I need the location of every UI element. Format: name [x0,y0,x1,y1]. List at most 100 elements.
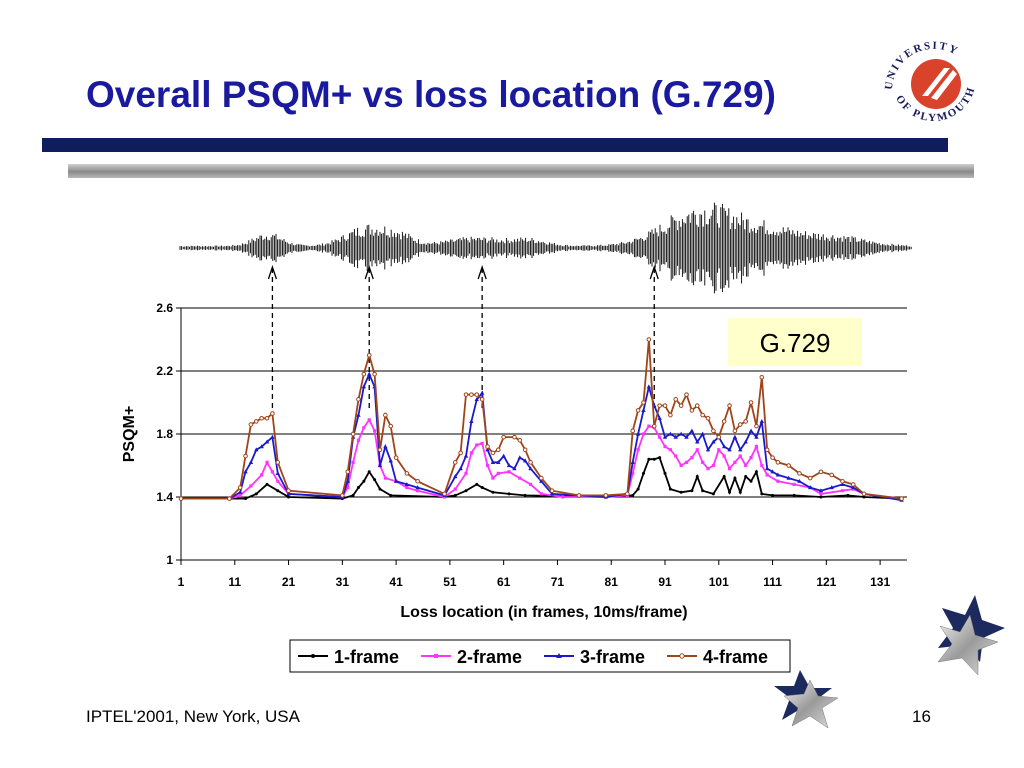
data-point [684,460,689,464]
data-point [522,458,528,463]
data-point [711,439,716,444]
data-point [260,473,264,477]
data-point [722,454,726,458]
data-point [754,434,759,439]
data-point [442,491,447,497]
data-point [276,489,280,493]
data-point [265,460,269,464]
data-point [238,493,242,498]
data-point [701,460,705,464]
data-point [270,470,275,474]
xtick-label: 11 [228,575,241,589]
data-point [383,412,388,418]
data-point [259,415,264,421]
data-point [463,392,469,397]
data-point [700,412,705,418]
data-point [818,469,824,475]
data-point [647,424,651,428]
data-point [657,415,662,420]
data-point [647,457,651,461]
data-point [721,419,727,424]
data-point [705,415,711,421]
data-point [658,435,662,439]
legend-label-3-frame: 3-frame [580,647,645,667]
data-point [786,475,791,480]
data-point [818,488,824,493]
data-point [689,408,695,413]
data-point [711,463,715,468]
data-point [270,434,275,439]
data-point [549,491,555,496]
data-point [227,496,232,501]
data-point [770,455,775,460]
data-point [695,439,700,444]
data-point [819,492,823,496]
data-point [636,448,640,452]
ytick-label: 2.2 [156,364,173,378]
data-point [539,478,544,483]
data-point [792,482,796,486]
data-point [754,423,759,429]
arrow-head-1 [364,264,374,280]
university-logo: UNIVERSITY OF PLYMOUTH [883,40,976,124]
data-point [658,456,662,460]
data-point [276,479,280,483]
legend-label-1-frame: 1-frame [334,647,399,667]
data-point [651,423,657,429]
data-point [695,475,699,479]
data-point [748,428,754,433]
data-point [286,488,291,494]
data-point [479,390,485,395]
data-point [711,492,715,496]
data-point [517,438,523,443]
data-point [491,490,495,494]
data-point [678,403,684,408]
y-axis-label: PSQM+ [121,406,138,462]
data-point [393,455,399,460]
data-point [738,454,742,458]
data-point [373,429,377,433]
data-point [367,371,372,376]
data-point [518,476,522,480]
data-point [840,478,845,484]
data-point [679,463,683,468]
data-point [749,456,753,460]
data-point [850,482,856,487]
data-point [705,447,711,452]
data-point [243,469,248,474]
data-point [512,466,517,471]
loss-location-arrows [267,264,659,408]
data-point [377,463,383,468]
data-point [393,478,399,483]
data-point [475,482,479,486]
data-point [792,493,796,497]
data-point [490,459,496,464]
data-point [517,455,522,460]
data-point [690,456,694,460]
xtick-label: 111 [763,575,782,589]
data-point [846,493,850,497]
data-point [743,439,748,444]
data-point [727,467,732,471]
data-point [721,444,727,449]
codec-label: G.729 [760,328,831,358]
data-point [287,495,291,499]
data-point [684,434,689,439]
data-point [404,471,410,476]
arrow-head-0 [267,264,278,280]
data-point [744,475,748,479]
data-point [625,491,630,497]
data-point [479,397,485,402]
data-point [416,489,420,493]
xtick-label: 81 [605,575,619,589]
xtick-label: 131 [870,575,890,589]
data-point [528,466,533,471]
data-point [641,407,646,412]
data-point [668,487,672,491]
data-point [248,459,254,464]
data-point [744,463,748,468]
data-point [662,403,668,408]
arrow-head-3 [649,264,659,280]
data-point [663,471,667,475]
xtick-label: 71 [551,575,565,589]
